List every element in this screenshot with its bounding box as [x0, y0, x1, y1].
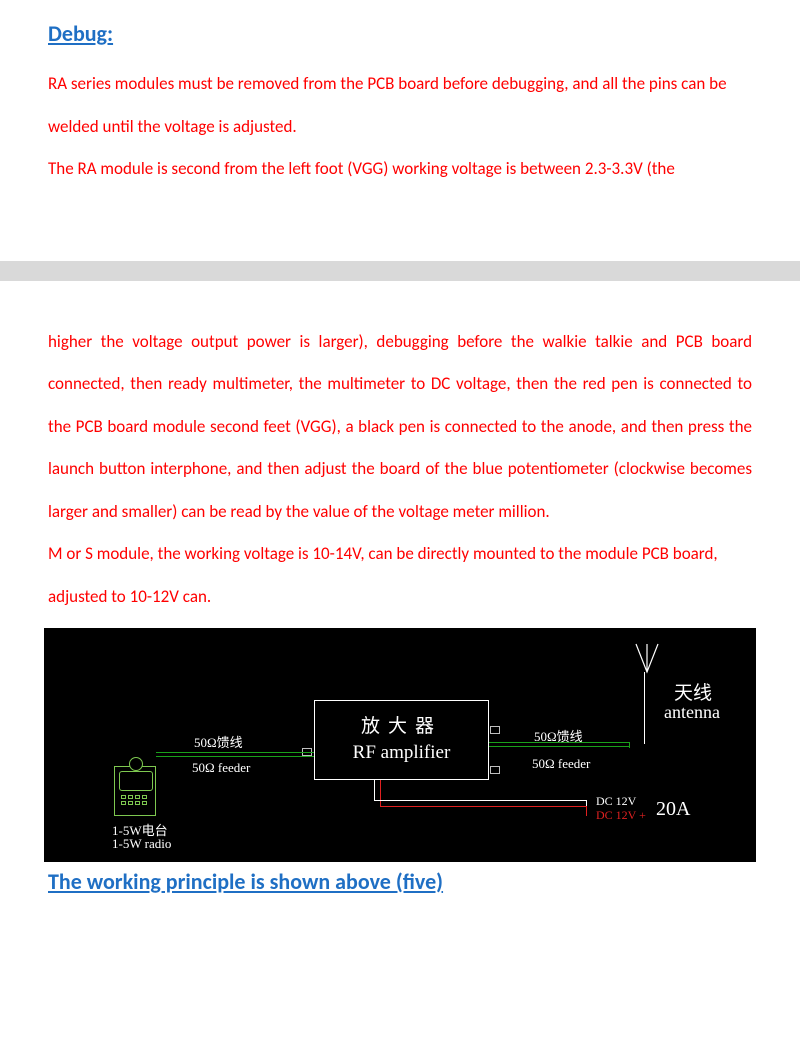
power-label-red: DC 12V +	[596, 808, 646, 823]
power-stub-red	[380, 780, 381, 806]
radio-label-en: 1-5W radio	[112, 836, 171, 852]
section-top: Debug: RA series modules must be removed…	[0, 0, 800, 201]
paragraph-2: The RA module is second from the left fo…	[48, 148, 752, 191]
antenna-label-cn: 天线	[674, 678, 712, 705]
amplifier-label-cn: 放大器	[315, 711, 488, 738]
feeder-right-line-2	[489, 746, 629, 747]
antenna-icon	[634, 642, 660, 676]
power-current-label: 20A	[656, 798, 690, 821]
radio-keypad-icon	[121, 795, 151, 805]
paragraph-3: higher the voltage output power is large…	[48, 321, 752, 534]
power-stub-white	[374, 780, 375, 800]
power-end-red	[586, 806, 587, 816]
diagram-caption: The working principle is shown above (fi…	[0, 868, 800, 919]
feeder-right-up	[629, 742, 630, 748]
power-label-white: DC 12V	[596, 794, 636, 809]
power-line-white	[374, 800, 586, 801]
antenna-label-en: antenna	[664, 702, 720, 723]
feeder-left-line-2	[156, 756, 314, 757]
paragraph-4: M or S module, the working voltage is 10…	[48, 533, 752, 618]
amp-connector-right-1	[490, 726, 500, 734]
radio-knob-icon	[129, 757, 143, 771]
amplifier-box: 放大器 RF amplifier	[314, 700, 489, 780]
paragraph-1: RA series modules must be removed from t…	[48, 63, 752, 148]
section-lower-text: higher the voltage output power is large…	[0, 311, 800, 629]
page-gap-band	[0, 261, 800, 281]
amplifier-label-en: RF amplifier	[315, 742, 488, 764]
feeder-left-label-cn: 50Ω馈线	[194, 732, 243, 751]
antenna-stem	[644, 672, 645, 744]
heading-debug: Debug:	[48, 20, 752, 47]
feeder-right-label-en: 50Ω feeder	[532, 756, 590, 772]
feeder-left-label-en: 50Ω feeder	[192, 760, 250, 776]
radio-device	[114, 766, 156, 816]
amp-connector-right-2	[490, 766, 500, 774]
power-line-red	[380, 806, 586, 807]
feeder-left-line-1	[156, 752, 314, 753]
rf-block-diagram: 放大器 RF amplifier 1-5W电台 1-5W radio 50Ω馈线…	[44, 628, 756, 862]
feeder-right-label-cn: 50Ω馈线	[534, 726, 583, 745]
diagram-container: 放大器 RF amplifier 1-5W电台 1-5W radio 50Ω馈线…	[0, 628, 800, 862]
